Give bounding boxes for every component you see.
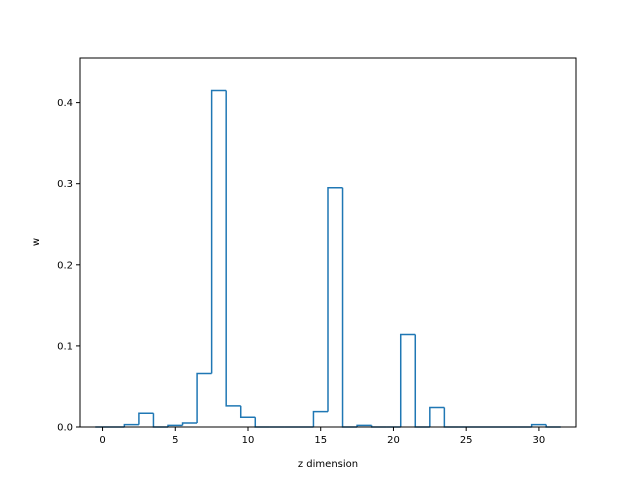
x-tick-label: 20 xyxy=(387,435,400,446)
x-tick-label: 15 xyxy=(314,435,327,446)
y-axis-label: w xyxy=(31,238,42,246)
histogram-bar xyxy=(443,407,459,428)
x-tick-label: 25 xyxy=(460,435,473,446)
y-tick-label: 0.2 xyxy=(57,260,73,271)
x-tick-label: 5 xyxy=(172,435,178,446)
histogram-bar xyxy=(210,89,227,374)
y-tick-label: 0.4 xyxy=(57,98,73,109)
y-tick-label: 0.0 xyxy=(57,423,73,434)
histogram-bar xyxy=(167,424,183,427)
x-tick-label: 0 xyxy=(99,435,105,446)
histogram-bar xyxy=(312,410,328,427)
histogram-bar xyxy=(123,423,139,427)
y-axis-ticks: 0.0 0.1 0.2 0.3 0.4 xyxy=(57,98,80,434)
histogram-bar xyxy=(138,412,154,425)
histogram-bar xyxy=(152,413,168,428)
y-tick-label: 0.1 xyxy=(57,341,73,352)
x-tick-label: 10 xyxy=(242,435,255,446)
plot-area xyxy=(79,57,577,428)
histogram-bar xyxy=(254,417,270,428)
histogram-bar xyxy=(530,423,547,427)
y-tick-label: 0.3 xyxy=(57,179,73,190)
histogram-bar xyxy=(429,406,445,427)
histogram-bar xyxy=(239,405,256,419)
x-axis-label: z dimension xyxy=(298,459,358,470)
histogram-bar xyxy=(414,334,430,428)
x-tick-label: 30 xyxy=(533,435,546,446)
histogram-bar xyxy=(196,372,212,423)
x-axis-ticks: 0 5 10 15 20 25 30 xyxy=(99,427,545,446)
histogram-bar xyxy=(327,187,343,412)
histogram-bar xyxy=(225,90,241,407)
histogram-bar xyxy=(341,187,358,428)
histogram-bar xyxy=(356,424,372,427)
histogram-bar xyxy=(399,333,416,427)
axes-frame xyxy=(79,57,577,428)
histogram-bar xyxy=(181,422,198,426)
